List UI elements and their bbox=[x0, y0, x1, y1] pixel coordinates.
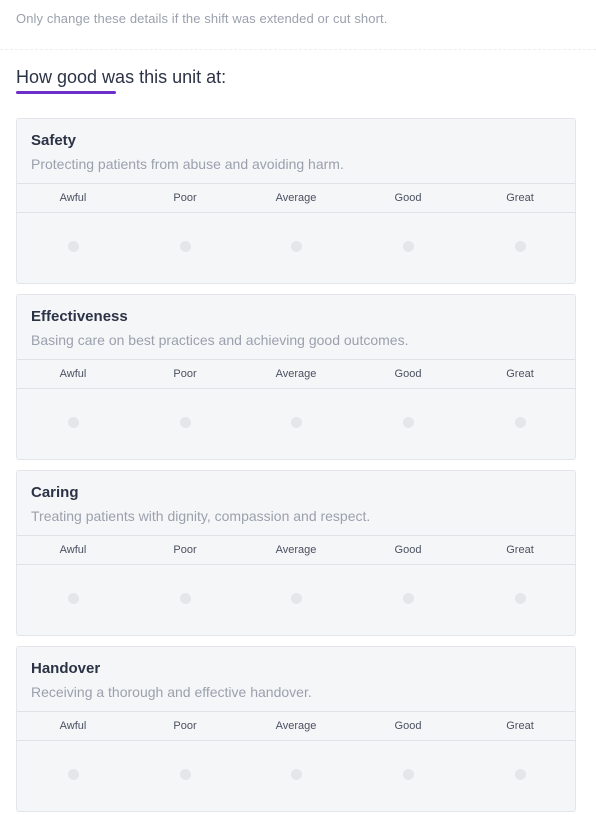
rating-radio-awful[interactable] bbox=[67, 417, 79, 428]
rating-card-handover: Handover Receiving a thorough and effecti… bbox=[16, 646, 576, 812]
scale-label-poor: Poor bbox=[173, 544, 197, 556]
shift-hint-text: Only change these details if the shift w… bbox=[16, 11, 388, 26]
rating-radio-awful[interactable] bbox=[67, 769, 79, 780]
rating-radio-poor[interactable] bbox=[179, 769, 191, 780]
rating-scale-header: Awful Poor Average Good Great bbox=[17, 535, 575, 565]
scale-label-awful: Awful bbox=[59, 368, 87, 380]
rating-radio-average[interactable] bbox=[290, 769, 302, 780]
hint-divider bbox=[0, 49, 596, 50]
rating-radio-great[interactable] bbox=[514, 417, 526, 428]
rating-card-description: Protecting patients from abuse and avoid… bbox=[31, 156, 344, 172]
rating-radio-poor[interactable] bbox=[179, 241, 191, 252]
rating-radio-average[interactable] bbox=[290, 593, 302, 604]
rating-scale-header: Awful Poor Average Good Great bbox=[17, 183, 575, 213]
rating-card-description: Receiving a thorough and effective hando… bbox=[31, 684, 312, 700]
scale-label-poor: Poor bbox=[173, 192, 197, 204]
rating-radio-average[interactable] bbox=[290, 241, 302, 252]
rating-radio-poor[interactable] bbox=[179, 593, 191, 604]
rating-radio-awful[interactable] bbox=[67, 241, 79, 252]
rating-radio-great[interactable] bbox=[514, 593, 526, 604]
scale-label-average: Average bbox=[275, 720, 317, 732]
rating-radio-good[interactable] bbox=[402, 417, 414, 428]
scale-label-good: Good bbox=[394, 720, 422, 732]
rating-scale-header: Awful Poor Average Good Great bbox=[17, 359, 575, 389]
rating-radio-great[interactable] bbox=[514, 769, 526, 780]
rating-radio-good[interactable] bbox=[402, 593, 414, 604]
rating-radio-awful[interactable] bbox=[67, 593, 79, 604]
rating-card-caring: Caring Treating patients with dignity, co… bbox=[16, 470, 576, 636]
rating-card-title: Caring bbox=[31, 484, 79, 501]
scale-label-awful: Awful bbox=[59, 192, 87, 204]
rating-radio-poor[interactable] bbox=[179, 417, 191, 428]
rating-card-safety: Safety Protecting patients from abuse and… bbox=[16, 118, 576, 284]
scale-label-average: Average bbox=[275, 368, 317, 380]
rating-radio-great[interactable] bbox=[514, 241, 526, 252]
scale-label-great: Great bbox=[506, 368, 534, 380]
rating-card-title: Handover bbox=[31, 660, 101, 677]
rating-card-description: Treating patients with dignity, compassi… bbox=[31, 508, 371, 524]
scale-label-great: Great bbox=[506, 192, 534, 204]
rating-card-description: Basing care on best practices and achiev… bbox=[31, 332, 409, 348]
rating-radio-average[interactable] bbox=[290, 417, 302, 428]
scale-label-good: Good bbox=[394, 544, 422, 556]
rating-scale-header: Awful Poor Average Good Great bbox=[17, 711, 575, 741]
rating-section-heading: How good was this unit at: bbox=[16, 67, 227, 87]
scale-label-great: Great bbox=[506, 544, 534, 556]
scale-label-average: Average bbox=[275, 192, 317, 204]
scale-label-awful: Awful bbox=[59, 544, 87, 556]
scale-label-awful: Awful bbox=[59, 720, 87, 732]
rating-card-title: Effectiveness bbox=[31, 308, 128, 325]
scale-label-poor: Poor bbox=[173, 368, 197, 380]
rating-card-title: Safety bbox=[31, 132, 77, 149]
scale-label-great: Great bbox=[506, 720, 534, 732]
scale-label-good: Good bbox=[394, 368, 422, 380]
section-heading-underline bbox=[16, 91, 116, 94]
rating-card-effectiveness: Effectiveness Basing care on best practic… bbox=[16, 294, 576, 460]
scale-label-good: Good bbox=[394, 192, 422, 204]
scale-label-poor: Poor bbox=[173, 720, 197, 732]
rating-radio-good[interactable] bbox=[402, 769, 414, 780]
rating-radio-good[interactable] bbox=[402, 241, 414, 252]
scale-label-average: Average bbox=[275, 544, 317, 556]
